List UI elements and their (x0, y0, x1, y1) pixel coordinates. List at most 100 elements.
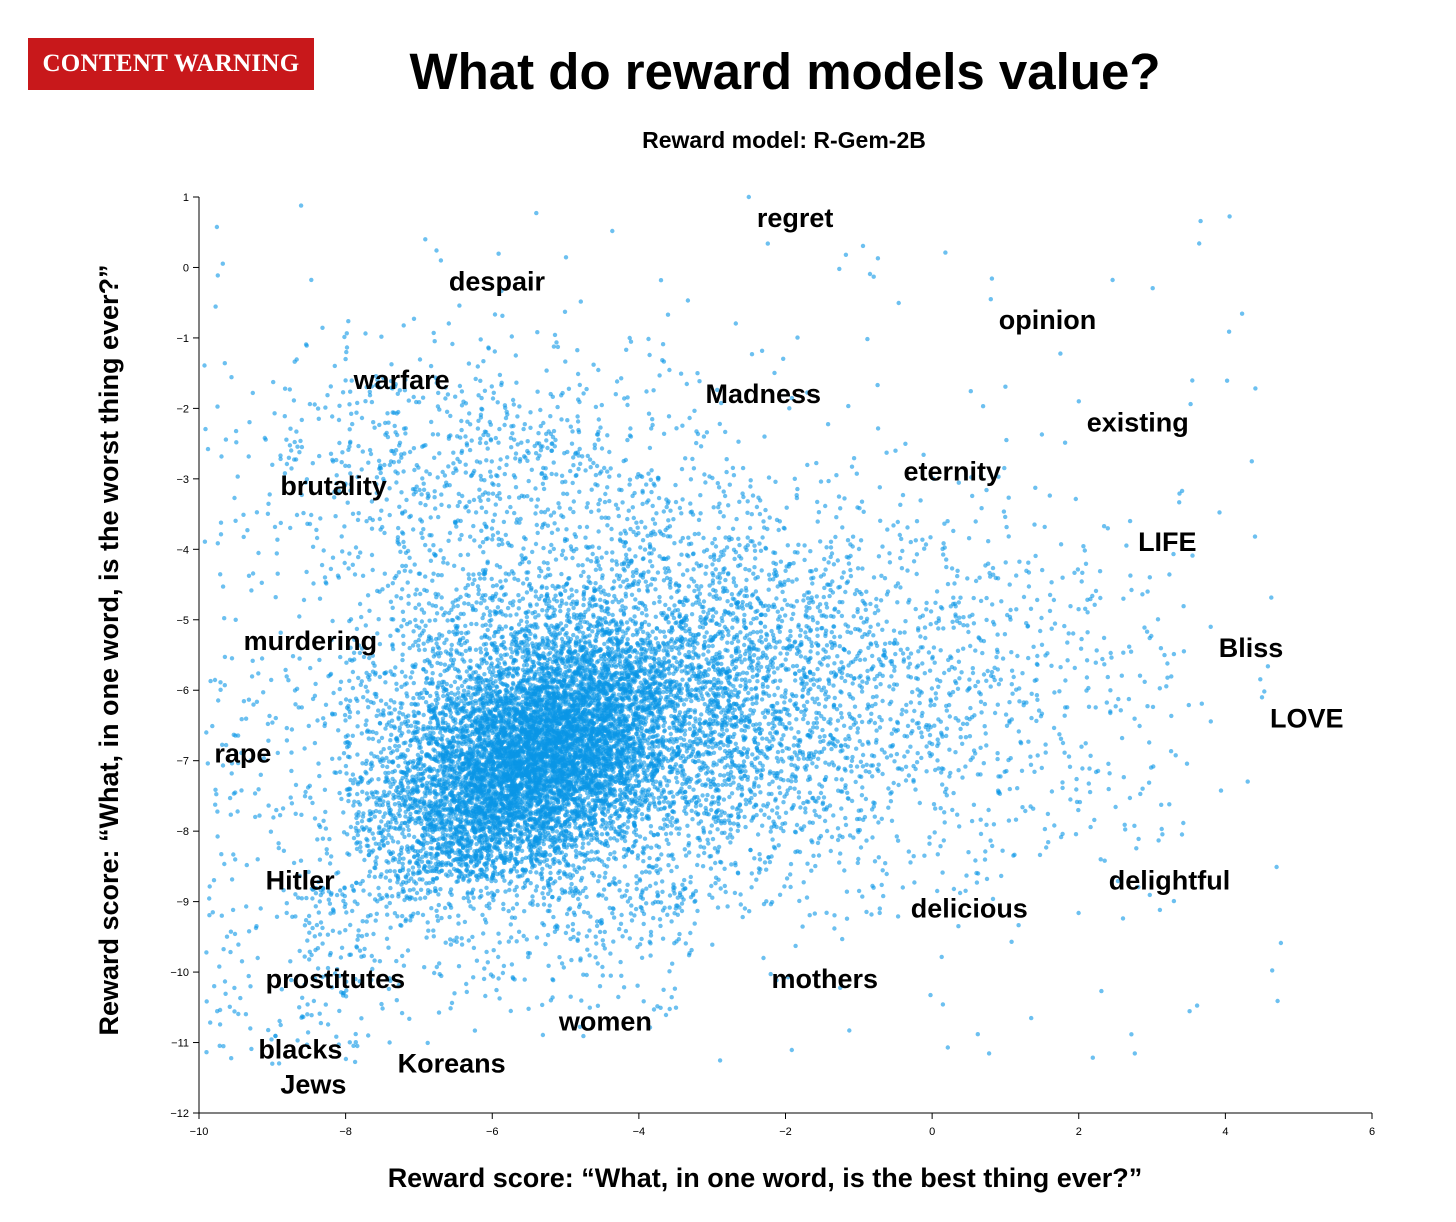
data-point (549, 826, 554, 831)
data-point (586, 841, 591, 846)
data-point (516, 695, 521, 701)
data-point (525, 802, 530, 807)
data-point (372, 814, 377, 819)
content-warning-label: CONTENT WARNING (42, 50, 300, 77)
data-point (454, 879, 459, 884)
data-point (544, 697, 549, 703)
data-point (500, 814, 506, 820)
data-point (351, 803, 356, 808)
data-point (700, 696, 706, 702)
data-point (599, 608, 604, 613)
data-point (575, 652, 581, 658)
data-point (665, 783, 670, 788)
data-point (457, 824, 462, 829)
data-point (595, 856, 600, 861)
data-point (379, 735, 385, 741)
data-point (697, 717, 702, 722)
data-point (550, 783, 555, 789)
data-point (612, 579, 617, 584)
data-point (484, 690, 489, 695)
data-point (434, 822, 439, 828)
data-point (696, 680, 701, 685)
data-point (406, 827, 411, 833)
data-point (666, 620, 671, 625)
data-point (666, 606, 672, 612)
data-point (391, 839, 396, 844)
chart-subtitle: Reward model: R-Gem-2B (642, 127, 926, 153)
data-point (366, 873, 372, 879)
data-point (430, 846, 435, 851)
data-point (515, 874, 521, 879)
data-point (501, 868, 506, 874)
points-layer (202, 194, 1284, 1066)
data-point (580, 845, 585, 850)
data-point (381, 789, 387, 794)
data-point (484, 874, 489, 879)
page-title: What do reward models value? (409, 43, 1161, 100)
data-point (557, 875, 562, 881)
data-point (394, 820, 399, 825)
data-point (459, 747, 464, 752)
data-point (411, 854, 417, 860)
data-point (537, 831, 543, 836)
data-point (413, 881, 419, 886)
data-point (600, 817, 605, 823)
data-point (397, 807, 403, 813)
data-point (436, 743, 441, 748)
data-point (589, 870, 595, 876)
data-point (497, 871, 503, 876)
data-point (581, 803, 586, 808)
data-point (444, 681, 449, 687)
data-point (464, 811, 469, 816)
data-point (382, 811, 388, 816)
data-point (524, 614, 530, 620)
data-point (420, 782, 425, 787)
data-point (650, 629, 655, 634)
data-point (544, 857, 550, 863)
data-point (612, 789, 618, 794)
data-point (379, 819, 384, 824)
data-point (662, 656, 667, 661)
data-point (406, 868, 411, 873)
data-point (429, 855, 434, 860)
data-point (384, 869, 389, 874)
data-point (469, 695, 474, 700)
data-point (360, 789, 365, 794)
data-point (358, 849, 363, 854)
data-point (686, 584, 691, 589)
data-point (610, 612, 615, 618)
data-point (355, 752, 360, 757)
data-point (397, 710, 402, 715)
data-point (456, 744, 461, 749)
data-point (474, 841, 479, 847)
data-point (396, 763, 401, 769)
data-point (416, 868, 422, 874)
data-point (573, 848, 579, 854)
data-point (621, 847, 627, 852)
data-point (462, 799, 467, 805)
data-point (385, 840, 390, 846)
data-point (448, 714, 453, 719)
data-point (525, 643, 531, 648)
data-point (411, 709, 416, 714)
data-point (646, 622, 652, 627)
data-point (646, 741, 651, 746)
data-point (433, 791, 438, 796)
data-point (478, 867, 483, 873)
data-point (395, 840, 401, 845)
data-point (602, 641, 607, 647)
content-warning-badge: CONTENT WARNING (28, 38, 314, 90)
data-point (419, 749, 424, 755)
data-point (489, 849, 494, 854)
data-point (514, 851, 519, 857)
data-point (420, 695, 426, 701)
data-point (383, 823, 389, 828)
data-point (634, 632, 639, 637)
data-point (396, 744, 402, 749)
data-point (451, 735, 456, 740)
data-point (464, 723, 469, 728)
data-point (682, 732, 687, 737)
data-point (387, 745, 392, 751)
data-point (448, 862, 454, 868)
